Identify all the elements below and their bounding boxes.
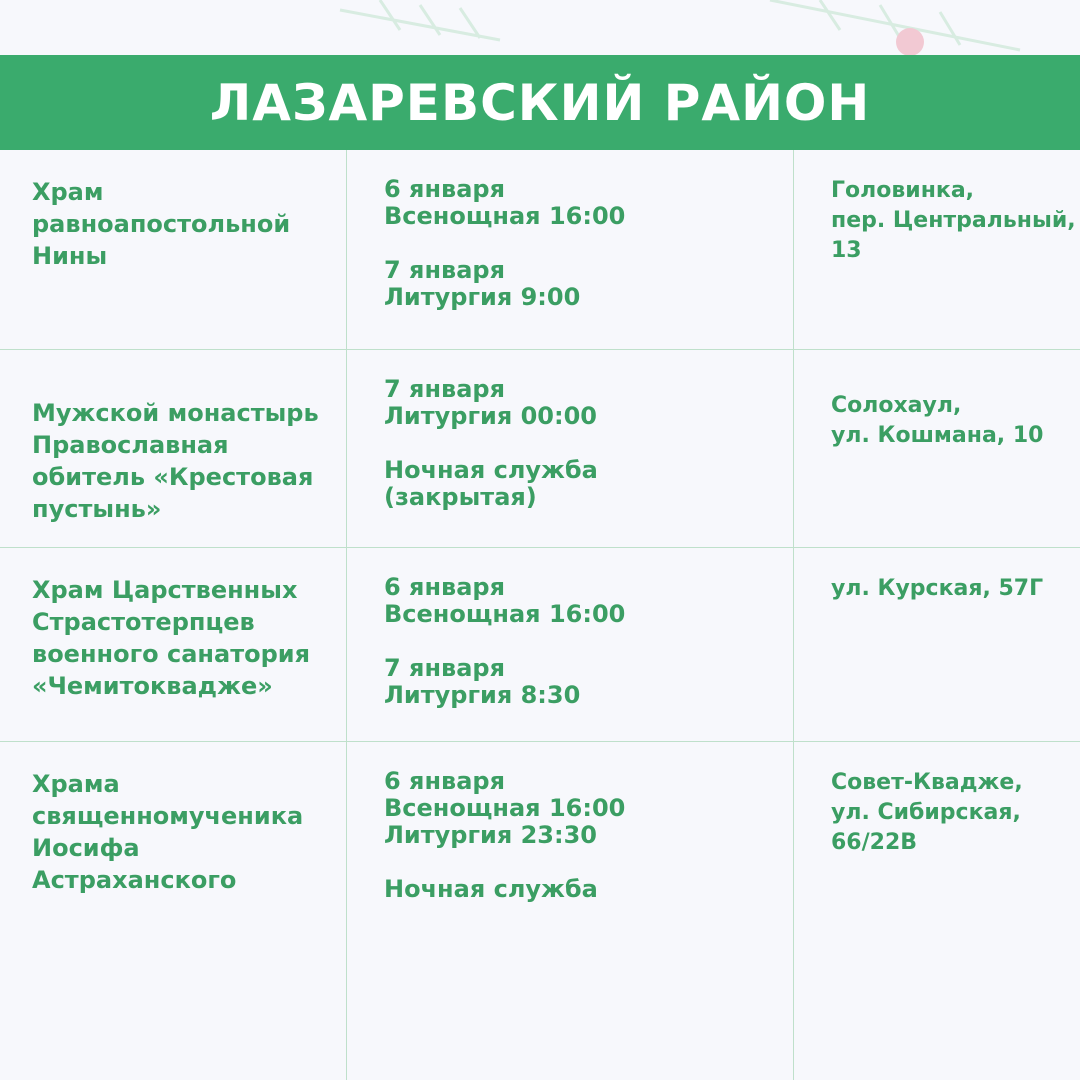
church-name: Храм Царственных Страстотерпцев военного с… <box>0 548 346 741</box>
name-line: обитель «Крестовая <box>32 463 314 491</box>
address: Совет-Квадже, ул. Сибирская, 66/22В <box>793 742 1080 1080</box>
schedule-line: (закрытая) <box>384 483 537 511</box>
schedule-line: 7 января <box>384 256 506 284</box>
schedule-line: 7 января <box>384 654 506 682</box>
address-line: 13 <box>831 238 862 263</box>
service-schedule: 6 января Всенощная 16:00 7 января Литургия … <box>346 150 793 349</box>
service-block: 6 января Всенощная 16:00 <box>384 574 793 628</box>
name-line: Храм <box>32 178 104 206</box>
name-line: Страстотерпцев <box>32 608 255 636</box>
name-line: Иосифа <box>32 834 140 862</box>
name-line: «Чемитоквадже» <box>32 672 273 700</box>
name-line: пустынь» <box>32 495 162 523</box>
schedule-line: 6 января <box>384 767 506 795</box>
schedule-line: 7 января <box>384 375 506 403</box>
schedule-line: Литургия 00:00 <box>384 402 597 430</box>
address-line: ул. Курская, 57Г <box>831 576 1044 601</box>
schedule-line: Всенощная 16:00 <box>384 794 626 822</box>
service-block: Ночная служба <box>384 876 793 903</box>
address-line: Совет-Квадже, <box>831 770 1023 795</box>
service-block: 7 января Литургия 00:00 <box>384 376 793 430</box>
church-name: Мужской монастырь Православная обитель «Кр… <box>0 350 346 547</box>
address: Головинка, пер. Центральный, 13 <box>793 150 1080 349</box>
service-block: 7 января Литургия 8:30 <box>384 655 793 709</box>
schedule-line: Всенощная 16:00 <box>384 600 626 628</box>
service-schedule: 6 января Всенощная 16:00 7 января Литургия … <box>346 548 793 741</box>
name-line: Православная <box>32 431 229 459</box>
service-schedule: 6 января Всенощная 16:00 Литургия 23:30 Ноч… <box>346 742 793 1080</box>
address-line: пер. Центральный, <box>831 208 1076 233</box>
name-line: Нины <box>32 242 108 270</box>
service-block: 6 января Всенощная 16:00 <box>384 176 793 230</box>
table-row: Храм равноапостольной Нины 6 января Всенощна… <box>0 150 1080 350</box>
table-row: Храма священномученика Иосифа Астраханского… <box>0 742 1080 1080</box>
address-line: Солохаул, <box>831 393 962 418</box>
schedule-table: Храм равноапостольной Нины 6 января Всенощна… <box>0 150 1080 1080</box>
header-banner: ЛАЗАРЕВСКИЙ РАЙОН <box>0 55 1080 150</box>
service-block: Ночная служба (закрытая) <box>384 457 793 511</box>
schedule-line: Всенощная 16:00 <box>384 202 626 230</box>
schedule-line: 6 января <box>384 175 506 203</box>
address-line: ул. Кошмана, 10 <box>831 423 1044 448</box>
service-block: 7 января Литургия 9:00 <box>384 257 793 311</box>
name-line: Храм Царственных <box>32 576 298 604</box>
schedule-line: 6 января <box>384 573 506 601</box>
name-line: Мужской монастырь <box>32 399 319 427</box>
church-name: Храм равноапостольной Нины <box>0 150 346 349</box>
schedule-line: Литургия 23:30 <box>384 821 597 849</box>
pine-decoration <box>339 0 1021 56</box>
address: ул. Курская, 57Г <box>793 548 1080 741</box>
service-schedule: 7 января Литургия 00:00 Ночная служба (закр… <box>346 350 793 547</box>
header-title: ЛАЗАРЕВСКИЙ РАЙОН <box>209 73 871 132</box>
table-row: Мужской монастырь Православная обитель «Кр… <box>0 350 1080 548</box>
table-row: Храм Царственных Страстотерпцев военного с… <box>0 548 1080 742</box>
name-line: равноапостольной <box>32 210 291 238</box>
schedule-line: Ночная служба <box>384 456 598 484</box>
service-block: 6 января Всенощная 16:00 Литургия 23:30 <box>384 768 793 849</box>
name-line: священномученика <box>32 802 304 830</box>
schedule-line: Литургия 9:00 <box>384 283 581 311</box>
address-line: 66/22В <box>831 830 918 855</box>
name-line: Астраханского <box>32 866 237 894</box>
address-line: Головинка, <box>831 178 975 203</box>
schedule-line: Литургия 8:30 <box>384 681 581 709</box>
address: Солохаул, ул. Кошмана, 10 <box>793 350 1080 547</box>
name-line: военного санатория <box>32 640 310 668</box>
address-line: ул. Сибирская, <box>831 800 1021 825</box>
name-line: Храма <box>32 770 120 798</box>
schedule-line: Ночная служба <box>384 875 598 903</box>
church-name: Храма священномученика Иосифа Астраханского <box>0 742 346 1080</box>
